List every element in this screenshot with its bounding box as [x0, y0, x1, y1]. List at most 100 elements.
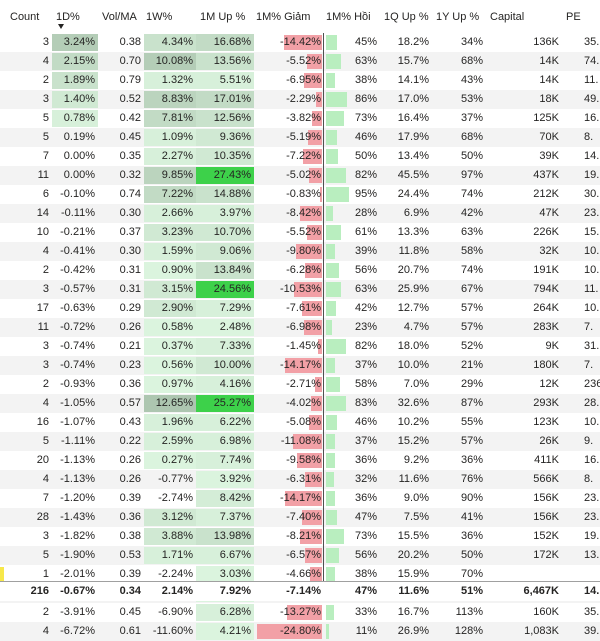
- table-row[interactable]: 3 3.24% 0.38 4.34% 16.68% -14.42% 45% 18.2% 34% 1…: [0, 33, 600, 52]
- d1-cell: 0.78%: [52, 110, 98, 127]
- q1-up-cell: 15.2%: [397, 435, 429, 447]
- hoi-bar: [326, 529, 344, 544]
- table-row[interactable]: 16 -1.07% 0.43 1.96% 6.22% -5.08% 46% 10.2% 55% 1…: [0, 413, 600, 432]
- column-header-cap[interactable]: Capital: [490, 11, 525, 23]
- giam-bar: [304, 548, 322, 563]
- column-separator: [323, 33, 324, 581]
- m1-hoi-cell: 46%: [354, 416, 377, 428]
- table-row[interactable]: 4 -0.41% 0.30 1.59% 9.06% -9.80% 39% 11.8% 58% 32…: [0, 242, 600, 261]
- y1-up-cell: 74%: [460, 264, 483, 276]
- column-header-vol[interactable]: Vol/MA: [102, 11, 137, 23]
- count-cell: 4: [42, 625, 49, 637]
- d1-cell: -1.20%: [60, 492, 95, 504]
- table-row[interactable]: 3 -0.74% 0.21 0.37% 7.33% -1.45% 82% 18.0% 52% 9K…: [0, 337, 600, 356]
- m1-giam-cell: -14.17%: [280, 492, 321, 504]
- table-row[interactable]: 10 -0.21% 0.37 3.23% 10.70% -5.52% 61% 13.3% 63%…: [0, 223, 600, 242]
- m1-hoi-cell: 61%: [354, 226, 377, 238]
- capital-cell: 9K: [545, 340, 559, 352]
- w1-cell: 0.90%: [144, 262, 196, 279]
- table-row[interactable]: 11 -0.72% 0.26 0.58% 2.48% -6.98% 23% 4.7% 57% 28…: [0, 318, 600, 337]
- table-row[interactable]: 3 1.40% 0.52 8.83% 17.01% -2.29% 86% 17.0% 53% 18…: [0, 90, 600, 109]
- table-row[interactable]: 3 -0.57% 0.31 3.15% 24.56% -10.53% 63% 25.9% 67%…: [0, 280, 600, 299]
- hoi-bar: [326, 130, 338, 145]
- y1-up-cell: 29%: [460, 378, 483, 390]
- y1-up-cell: 63%: [460, 226, 483, 238]
- hoi-bar: [326, 54, 342, 69]
- table-row[interactable]: 5 0.19% 0.45 1.09% 9.36% -5.19% 46% 17.9% 68% 70K…: [0, 128, 600, 147]
- column-header-pe[interactable]: PE: [566, 11, 581, 23]
- y1-up-cell: 68%: [460, 131, 483, 143]
- m1-giam-cell: -8.21%: [286, 530, 321, 542]
- m1-up-cell: 16.68%: [196, 34, 254, 51]
- table-row[interactable]: 5 -1.90% 0.53 1.71% 6.67% -6.57% 56% 20.2% 50% 17…: [0, 546, 600, 565]
- m1-hoi-cell: 36%: [354, 492, 377, 504]
- column-header-hoi[interactable]: 1M% Hồi: [326, 11, 371, 23]
- table-row[interactable]: 3 -0.74% 0.23 0.56% 10.00% -14.17% 37% 10.0% 21%…: [0, 356, 600, 375]
- vol-ma-cell: 0.36: [119, 378, 141, 390]
- count-cell: 2: [42, 74, 49, 86]
- table-row[interactable]: 2 1.89% 0.79 1.32% 5.51% -6.95% 38% 14.1% 43% 14K…: [0, 71, 600, 90]
- column-header-q1[interactable]: 1Q Up %: [384, 11, 429, 23]
- m1-giam-cell: -13.27%: [280, 606, 321, 618]
- giam-bar: [303, 320, 322, 335]
- m1-giam-cell: -0.83%: [286, 188, 321, 200]
- m1-giam-cell: -24.80%: [280, 625, 321, 637]
- w1-cell: 12.65%: [144, 395, 196, 412]
- table-row[interactable]: 5 0.78% 0.42 7.81% 12.56% -3.82% 73% 16.4% 37% 12…: [0, 109, 600, 128]
- table-row[interactable]: 4 -6.72% 0.61 -11.60% 4.21% -24.80% 11% 26.9% 12…: [0, 622, 600, 641]
- pe-cell: 23.: [584, 207, 600, 219]
- count-cell: 28: [36, 511, 49, 523]
- m1-giam-cell: -3.82%: [286, 112, 321, 124]
- table-row[interactable]: 11 0.00% 0.32 9.85% 27.43% -5.02% 82% 45.5% 97% 4…: [0, 166, 600, 185]
- count-cell: 7: [42, 150, 49, 162]
- column-header-count[interactable]: Count: [10, 11, 40, 23]
- pe-cell: 236.: [584, 378, 600, 390]
- table-row[interactable]: 5 -1.11% 0.22 2.59% 6.98% -11.08% 37% 15.2% 57% 2…: [0, 432, 600, 451]
- q1-up-cell: 6.9%: [403, 207, 429, 219]
- table-row[interactable]: 2 -0.93% 0.36 0.97% 4.16% -2.71% 58% 7.0% 29% 12K…: [0, 375, 600, 394]
- d1-cell: -3.91%: [60, 606, 95, 618]
- table-row[interactable]: 17 -0.63% 0.29 2.90% 7.29% -7.61% 42% 12.7% 57% 2…: [0, 299, 600, 318]
- pe-cell: 14.: [584, 150, 600, 162]
- vol-ma-cell: 0.30: [119, 207, 141, 219]
- table-row[interactable]: 7 -1.20% 0.39 -2.74% 8.42% -14.17% 36% 9.0% 90% 1…: [0, 489, 600, 508]
- d1-cell: 0.19%: [63, 131, 95, 143]
- column-header-m1[interactable]: 1M Up %: [200, 11, 246, 23]
- w1-cell: 2.27%: [144, 148, 196, 165]
- d1-cell: -0.57%: [60, 283, 95, 295]
- table-row[interactable]: 3 -1.82% 0.38 3.88% 13.98% -8.21% 73% 15.5% 36% 1…: [0, 527, 600, 546]
- table-row[interactable]: 4 2.15% 0.70 10.08% 13.56% -5.52% 63% 15.7% 68% 1…: [0, 52, 600, 71]
- q1-up-cell: 7.5%: [403, 511, 429, 523]
- d1-cell: -0.41%: [60, 245, 95, 257]
- table-row[interactable]: 2 -0.42% 0.31 0.90% 13.84% -6.28% 56% 20.7% 74% 1…: [0, 261, 600, 280]
- table-row[interactable]: 2 -3.91% 0.45 -6.90% 6.28% -13.27% 33% 16.7% 113…: [0, 603, 600, 622]
- d1-cell: -1.11%: [60, 435, 95, 447]
- column-header-giam[interactable]: 1M% Giảm: [256, 11, 311, 23]
- sort-descending-icon[interactable]: [58, 24, 64, 29]
- m1-hoi-cell: 39%: [354, 245, 377, 257]
- table-row[interactable]: 28 -1.43% 0.36 3.12% 7.37% -7.40% 47% 7.5% 41% 15…: [0, 508, 600, 527]
- d1-cell: 0.00%: [63, 150, 95, 162]
- count-cell: 5: [42, 131, 49, 143]
- hoi-bar: [326, 282, 342, 297]
- table-row[interactable]: 6 -0.10% 0.74 7.22% 14.88% -0.83% 95% 24.4% 74% 2…: [0, 185, 600, 204]
- column-header-y1[interactable]: 1Y Up %: [436, 11, 480, 23]
- table-row[interactable]: 4 -1.13% 0.26 -0.77% 3.92% -6.31% 32% 11.6% 76% 5…: [0, 470, 600, 489]
- giam-bar: [311, 111, 322, 126]
- column-header-w1[interactable]: 1W%: [146, 11, 173, 23]
- y1-up-cell: 128%: [454, 625, 483, 637]
- y1-up-cell: 41%: [460, 511, 483, 523]
- y1-up-cell: 58%: [460, 245, 483, 257]
- column-header-d1[interactable]: 1D%: [56, 11, 80, 23]
- table-row[interactable]: 7 0.00% 0.35 2.27% 10.35% -7.22% 50% 13.4% 50% 39…: [0, 147, 600, 166]
- count-cell: 4: [42, 397, 49, 409]
- table-row[interactable]: 20 -1.13% 0.26 0.27% 7.74% -9.58% 36% 9.2% 36% 41…: [0, 451, 600, 470]
- giam-bar: [319, 187, 322, 202]
- table-row[interactable]: 4 -1.05% 0.57 12.65% 25.27% -4.02% 83% 32.6% 87%…: [0, 394, 600, 413]
- table-row[interactable]: 14 -0.11% 0.30 2.66% 3.97% -8.42% 28% 6.9% 42% 47…: [0, 204, 600, 223]
- vol-ma-cell: 0.45: [119, 131, 141, 143]
- d1-cell: -1.90%: [60, 549, 95, 561]
- vol-ma-cell: 0.32: [119, 169, 141, 181]
- pe-cell: 19.: [584, 169, 600, 181]
- table-row[interactable]: 1 -2.01% 0.39 -2.24% 3.03% -4.66% 38% 15.9% 70%: [0, 565, 600, 584]
